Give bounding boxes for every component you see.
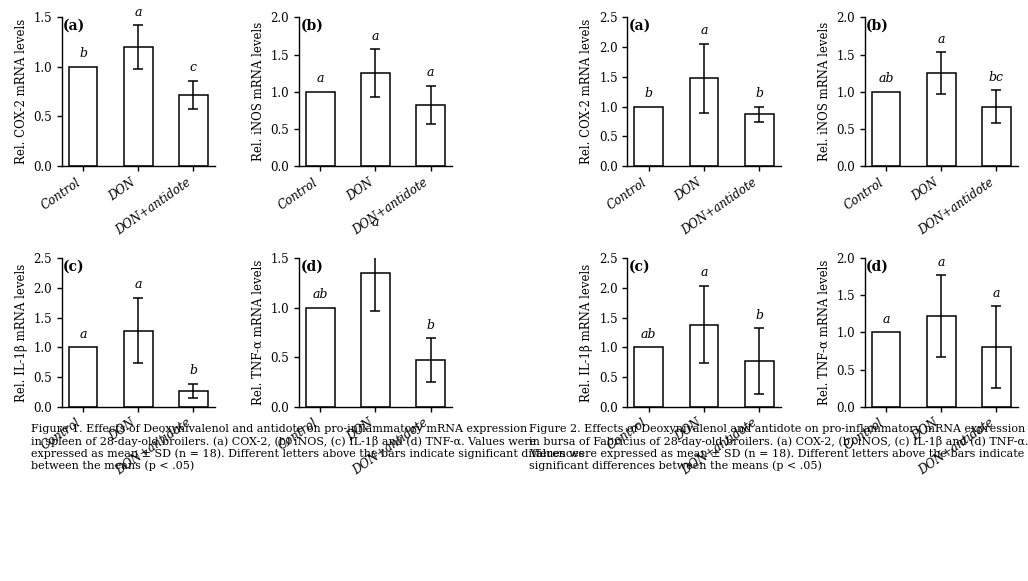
Bar [361,73,390,166]
Bar [927,73,956,166]
Y-axis label: Rel. iNOS mRNA levels: Rel. iNOS mRNA levels [252,22,265,162]
Bar [982,106,1011,166]
Y-axis label: Rel. COX-2 mRNA levels: Rel. COX-2 mRNA levels [14,19,28,164]
Y-axis label: Rel. IL-1β mRNA levels: Rel. IL-1β mRNA levels [14,263,28,401]
Text: a: a [372,30,379,42]
Text: (b): (b) [300,19,323,33]
Bar [872,332,901,407]
Bar [745,114,774,166]
Text: (c): (c) [629,260,651,274]
Bar [634,106,663,166]
Bar [305,308,334,407]
Bar [305,92,334,166]
Text: ab: ab [641,328,657,340]
Bar [690,325,719,407]
Bar [634,347,663,407]
Text: a: a [317,72,324,85]
Bar [179,390,208,407]
Text: a: a [700,24,707,37]
Text: (c): (c) [63,260,85,274]
Text: b: b [79,47,87,60]
Text: b: b [756,309,763,321]
Text: (d): (d) [300,260,323,274]
Text: (b): (b) [867,19,889,33]
Text: a: a [372,216,379,229]
Text: a: a [882,313,890,326]
Text: Figure 2. Effects of Deoxynivalenol and antidote on pro-inflammatory mRNA expres: Figure 2. Effects of Deoxynivalenol and … [529,424,1028,471]
Bar [123,331,152,407]
Text: bc: bc [989,70,1004,84]
Bar [69,67,98,166]
Text: a: a [135,6,142,19]
Text: a: a [427,66,435,79]
Bar [745,361,774,407]
Text: b: b [756,87,763,100]
Bar [416,360,445,407]
Text: (a): (a) [629,19,652,33]
Bar [982,347,1011,407]
Y-axis label: Rel. IL-1β mRNA levels: Rel. IL-1β mRNA levels [581,263,593,401]
Bar [69,347,98,407]
Text: c: c [190,61,197,74]
Bar [179,95,208,166]
Text: a: a [700,266,707,279]
Text: (d): (d) [867,260,889,274]
Y-axis label: Rel. TNF-α mRNA levels: Rel. TNF-α mRNA levels [252,260,265,405]
Bar [416,105,445,166]
Text: b: b [645,87,653,100]
Y-axis label: Rel. COX-2 mRNA levels: Rel. COX-2 mRNA levels [581,19,593,164]
Text: Figure 1. Effects of Deoxynivalenol and antidote on pro-inflammatory mRNA expres: Figure 1. Effects of Deoxynivalenol and … [31,424,584,471]
Text: b: b [189,364,197,377]
Bar [123,47,152,166]
Text: (a): (a) [63,19,85,33]
Y-axis label: Rel. TNF-α mRNA levels: Rel. TNF-α mRNA levels [817,260,831,405]
Text: ab: ab [878,72,893,85]
Text: a: a [938,256,945,268]
Bar [927,316,956,407]
Text: a: a [993,287,1000,300]
Text: a: a [938,33,945,46]
Text: a: a [135,278,142,291]
Text: ab: ab [313,288,328,301]
Text: b: b [427,318,435,332]
Bar [361,273,390,407]
Bar [872,92,901,166]
Bar [690,78,719,166]
Y-axis label: Rel. iNOS mRNA levels: Rel. iNOS mRNA levels [817,22,831,162]
Text: a: a [79,328,86,340]
